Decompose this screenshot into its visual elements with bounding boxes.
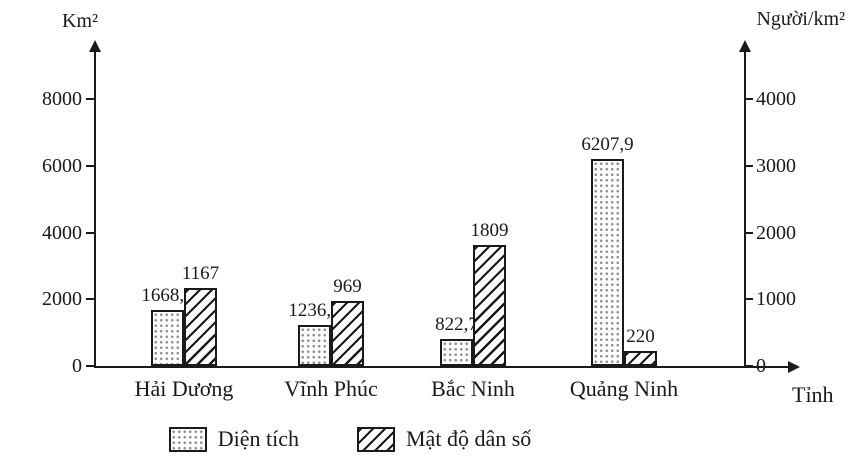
- right-axis-tick-label: 3000: [756, 154, 796, 177]
- left-axis-tick-label: 8000: [42, 88, 82, 110]
- bar-value-label: 6207,9: [581, 134, 634, 155]
- bar-value-label: 1236,0: [288, 300, 341, 321]
- right-axis-tick-mark: [745, 365, 753, 367]
- category-label: Hải Dương: [134, 376, 234, 401]
- legend: Diện tích Mật độ dân số: [60, 426, 640, 452]
- right-axis-line: [744, 50, 746, 366]
- x-axis-arrow-icon: [788, 361, 800, 373]
- legend-item-dien-tich: Diện tích: [168, 426, 299, 452]
- left-axis-title: Km²: [62, 10, 98, 32]
- dots-pattern-swatch: [168, 426, 207, 452]
- bar-value-label: 969: [333, 276, 362, 297]
- category-label: Vĩnh Phúc: [284, 376, 378, 401]
- left-axis-tick-mark: [86, 298, 94, 301]
- legend-item-mat-do-dan-so: Mật độ dân số: [357, 426, 531, 452]
- category-label: Quảng Ninh: [569, 376, 679, 401]
- bar-mat-do-dan-so: [331, 301, 364, 366]
- right-axis-tick-label: 0: [756, 355, 766, 377]
- bar-value-label: 1167: [181, 263, 220, 284]
- bar-mat-do-dan-so: [184, 288, 217, 366]
- left-axis-arrow-icon: [89, 40, 101, 52]
- legend-label-dien-tich: Diện tích: [217, 426, 299, 451]
- left-axis-tick-mark: [86, 365, 94, 367]
- bar-value-label: 1809: [470, 220, 509, 241]
- left-axis-tick-label: 6000: [42, 154, 82, 177]
- left-axis-tick-mark: [86, 98, 94, 100]
- bar-value-label: 220: [626, 326, 655, 347]
- x-axis-title: Tỉnh: [792, 382, 834, 407]
- bar-value-label: 822,7: [435, 314, 478, 335]
- left-axis-tick-mark: [86, 231, 94, 234]
- left-axis-tick-label: 2000: [42, 288, 82, 311]
- right-axis-tick-label: 4000: [756, 88, 796, 110]
- right-axis-tick-label: 2000: [756, 221, 796, 244]
- hatch-pattern-swatch: [357, 426, 395, 452]
- right-axis-title: Người/km²: [756, 8, 845, 30]
- right-axis-tick-mark: [745, 231, 753, 234]
- right-axis-arrow-icon: [739, 40, 751, 52]
- left-axis-tick-label: 4000: [42, 221, 82, 244]
- bar-dien-tich: [298, 325, 331, 366]
- right-axis-tick-mark: [745, 298, 753, 301]
- x-axis-line: [94, 366, 788, 368]
- bar-dien-tich: [591, 159, 624, 366]
- right-axis-tick-mark: [745, 164, 753, 167]
- right-axis-tick-mark: [745, 98, 753, 100]
- bar-mat-do-dan-so: [473, 245, 506, 366]
- bar-mat-do-dan-so: [624, 351, 657, 366]
- bar-dien-tich: [440, 339, 473, 366]
- category-label: Bắc Ninh: [431, 376, 515, 401]
- left-axis-tick-label: 0: [72, 355, 82, 377]
- bar-value-label: 1668,3: [141, 285, 194, 306]
- left-axis-tick-mark: [86, 164, 94, 167]
- bar-dien-tich: [151, 310, 184, 366]
- legend-label-mat-do-dan-so: Mật độ dân số: [406, 426, 532, 451]
- right-axis-tick-label: 1000: [756, 288, 796, 311]
- left-axis-line: [94, 50, 96, 366]
